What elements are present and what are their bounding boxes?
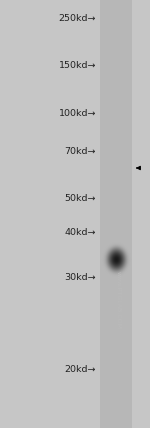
Text: 40kd→: 40kd→ bbox=[64, 228, 96, 237]
Text: 250kd→: 250kd→ bbox=[58, 14, 96, 23]
Text: www.PTGLAB.COM: www.PTGLAB.COM bbox=[116, 271, 120, 329]
Text: 20kd→: 20kd→ bbox=[64, 366, 96, 374]
Text: 70kd→: 70kd→ bbox=[64, 148, 96, 157]
Text: 30kd→: 30kd→ bbox=[64, 273, 96, 282]
Text: 150kd→: 150kd→ bbox=[58, 60, 96, 69]
Text: 50kd→: 50kd→ bbox=[64, 193, 96, 202]
Text: 100kd→: 100kd→ bbox=[58, 109, 96, 118]
